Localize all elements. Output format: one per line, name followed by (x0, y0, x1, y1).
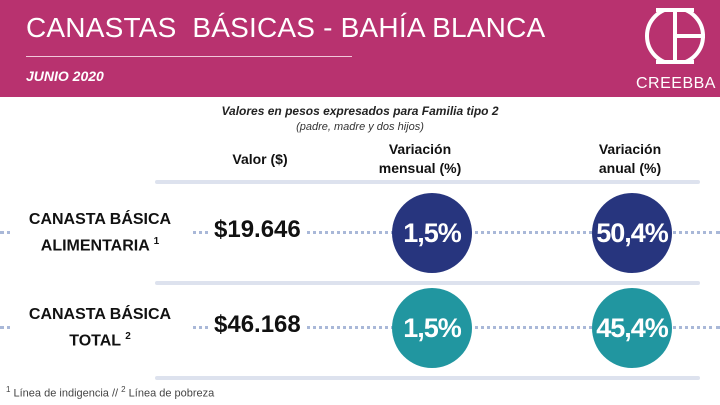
value-alimentaria: $19.646 (210, 216, 305, 244)
column-header-anual: Variación anual (%) (598, 141, 662, 176)
annual-variation-badge: 45,4% (592, 288, 672, 368)
family-note: Valores en pesos expresados para Familia… (221, 104, 499, 118)
column-header-valor: Valor ($) (232, 151, 288, 167)
monthly-variation-badge: 1,5% (392, 288, 472, 368)
logo-text: CREEBBA (636, 75, 716, 92)
page-title: CANASTAS BÁSICAS - BAHÍA BLANCA (26, 12, 546, 43)
column-header-mensual: Variación mensual (%) (378, 141, 462, 176)
title-divider (26, 56, 352, 57)
bottom-divider (155, 376, 700, 380)
monthly-variation-badge: 1,5% (392, 193, 472, 273)
header-banner: CANASTAS BÁSICAS - BAHÍA BLANCA JUNIO 20… (0, 0, 720, 97)
row-dotted-line (0, 326, 720, 329)
annual-variation-badge: 50,4% (592, 193, 672, 273)
row-divider (155, 281, 700, 285)
family-composition-note: (padre, madre y dos hijos) (296, 121, 424, 133)
creebba-logo-icon (644, 5, 706, 67)
header-divider (155, 180, 700, 184)
row-dotted-line (0, 231, 720, 234)
period-label: JUNIO 2020 (26, 68, 104, 84)
value-total: $46.168 (210, 311, 305, 339)
row-label-alimentaria: CANASTA BÁSICA ALIMENTARIA 1 (10, 209, 190, 258)
row-label-total: CANASTA BÁSICA TOTAL 2 (10, 304, 190, 353)
footnotes: 1 Línea de indigencia // 2 Línea de pobr… (6, 385, 215, 400)
